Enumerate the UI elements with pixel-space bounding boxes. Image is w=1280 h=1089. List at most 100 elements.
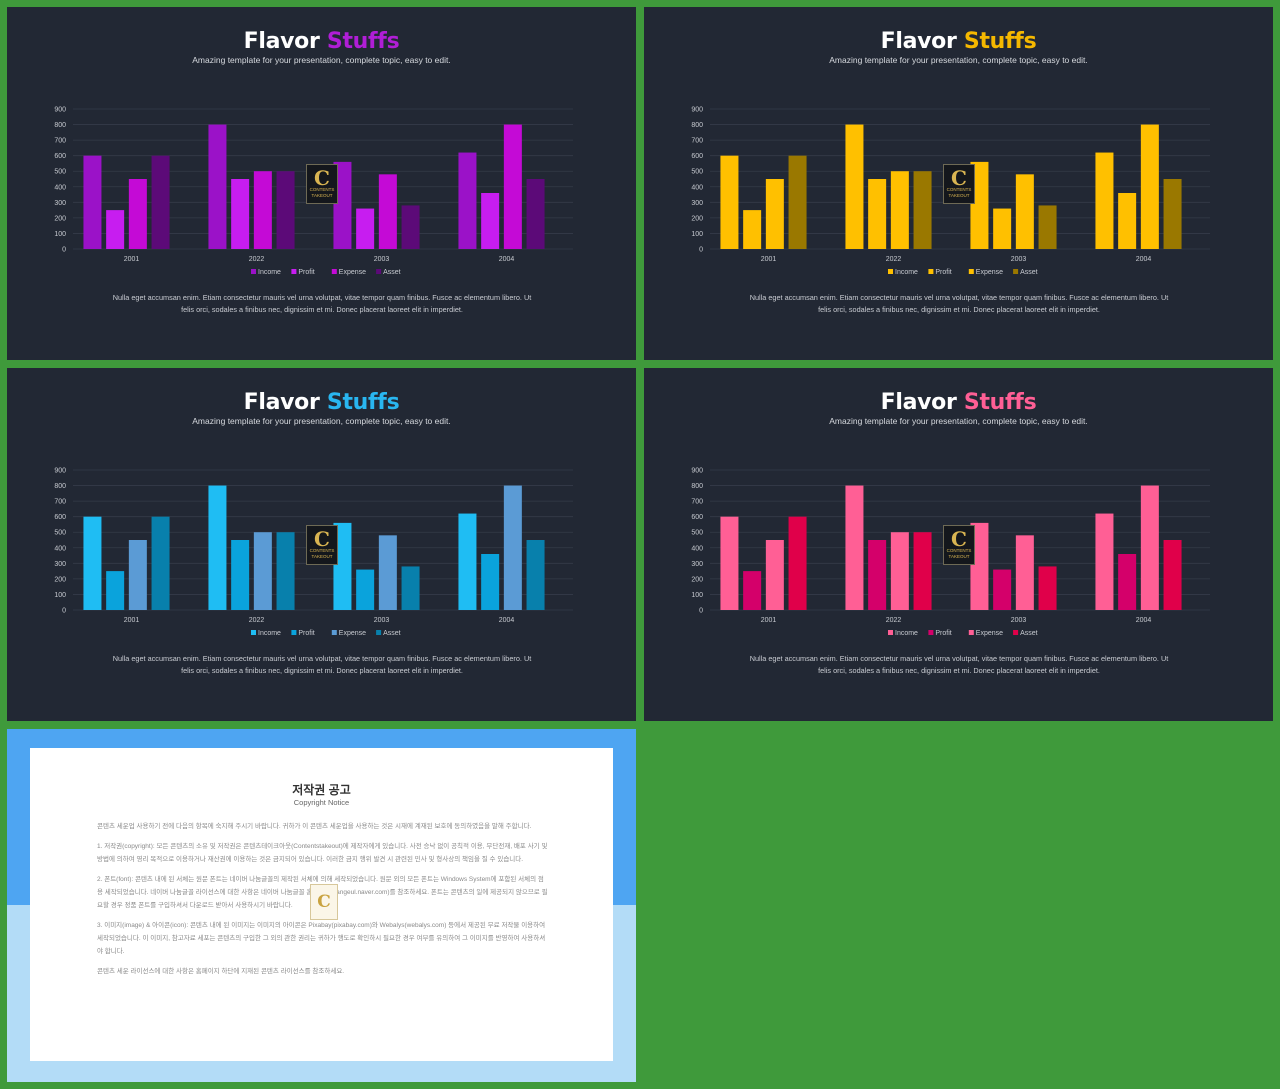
legend-label: Profit <box>935 630 951 637</box>
watermark-logo: C CONTENTS TAKEOUT <box>306 164 338 204</box>
y-tick-label: 500 <box>54 530 66 537</box>
watermark-letter: C <box>951 527 967 551</box>
bar-chart: 0 100 200 300 400 500 600 700 800 900 2001 2022 2003… <box>691 468 1210 637</box>
bar-profit <box>993 569 1012 610</box>
bar-profit <box>231 540 250 610</box>
bar-income <box>720 155 739 249</box>
x-tick-label: 2001 <box>124 256 140 263</box>
bar-profit <box>356 208 375 249</box>
copyright-card: 저작권 공고 Copyright Notice 콘텐츠 세운업 사용하기 전에 … <box>30 748 613 1061</box>
copyright-paragraph: 3. 이미지(image) & 아이콘(icon): 콘텐츠 내에 된 이미지는… <box>97 922 546 955</box>
copyright-paragraph: 콘텐츠 세운업 사용하기 전에 다음의 항목에 숙지해 주시기 바랍니다. 귀하… <box>97 823 532 830</box>
y-tick-label: 700 <box>54 138 66 145</box>
bar-asset <box>1163 540 1182 610</box>
legend-swatch <box>1013 269 1019 274</box>
y-tick-label: 100 <box>54 592 66 599</box>
watermark-letter: C <box>951 166 967 190</box>
y-tick-label: 300 <box>54 561 66 568</box>
bar-expense <box>1140 124 1159 249</box>
y-tick-label: 500 <box>691 169 703 176</box>
bar-asset <box>276 532 295 610</box>
title-main: Flavor <box>880 390 957 415</box>
slide-gold[interactable]: Flavor Stuffs Amazing template for your … <box>644 7 1273 360</box>
legend-label: Profit <box>298 630 314 637</box>
watermark-logo: C CONTENTS TAKEOUT <box>943 525 975 565</box>
y-tick-label: 400 <box>691 545 703 552</box>
y-tick-label: 200 <box>691 215 703 222</box>
slide-blue[interactable]: Flavor Stuffs Amazing template for your … <box>7 368 636 721</box>
y-tick-label: 200 <box>54 576 66 583</box>
x-tick-label: 2004 <box>1136 617 1152 624</box>
bar-income <box>845 124 864 249</box>
legend-swatch <box>251 630 256 635</box>
title-accent: Stuffs <box>326 29 400 54</box>
y-tick-label: 0 <box>699 608 703 615</box>
bar-asset <box>913 532 932 610</box>
slide-description: Nulla eget accumsan enim. Etiam consecte… <box>112 654 532 675</box>
bar-profit <box>1118 554 1137 610</box>
bar-asset <box>1038 205 1057 249</box>
legend-label: Income <box>895 630 918 637</box>
legend-swatch <box>928 630 934 635</box>
bar-expense <box>128 540 147 610</box>
slide-title: Flavor Stuffs <box>7 29 636 54</box>
y-tick-label: 700 <box>54 499 66 506</box>
y-tick-label: 800 <box>54 122 66 129</box>
y-tick-label: 800 <box>691 483 703 490</box>
y-tick-label: 0 <box>699 247 703 254</box>
x-tick-label: 2022 <box>249 617 265 624</box>
bar-expense <box>503 485 522 610</box>
watermark-logo: C CONTENTS TAKEOUT <box>306 525 338 565</box>
slide-subtitle: Amazing template for your presentation, … <box>192 55 451 65</box>
legend-label: Expense <box>976 269 1003 276</box>
watermark-letter: C <box>317 892 331 912</box>
slide-title: Flavor Stuffs <box>644 29 1273 54</box>
legend-swatch <box>376 630 382 635</box>
bar-expense <box>890 532 909 610</box>
watermark-text: CONTENTS TAKEOUT <box>946 548 972 559</box>
y-tick-label: 400 <box>54 184 66 191</box>
y-tick-label: 900 <box>54 107 66 114</box>
slide-description: Nulla eget accumsan enim. Etiam consecte… <box>112 293 532 314</box>
bar-income <box>458 513 477 610</box>
bar-profit <box>868 540 887 610</box>
legend-swatch <box>331 630 337 635</box>
bar-asset <box>151 155 170 249</box>
y-tick-label: 100 <box>691 231 703 238</box>
legend-swatch <box>968 269 974 274</box>
bar-chart: 0 100 200 300 400 500 600 700 800 900 2001 2022 2003… <box>691 107 1210 276</box>
bar-income <box>83 155 102 249</box>
y-tick-label: 300 <box>691 561 703 568</box>
slide-subtitle: Amazing template for your presentation, … <box>829 416 1088 426</box>
bar-profit <box>993 208 1012 249</box>
y-tick-label: 100 <box>691 592 703 599</box>
bar-profit <box>481 554 500 610</box>
y-tick-label: 100 <box>54 231 66 238</box>
title-main: Flavor <box>880 29 957 54</box>
slide-pink[interactable]: Flavor Stuffs Amazing template for your … <box>644 368 1273 721</box>
slide-title: Flavor Stuffs <box>7 390 636 415</box>
watermark-letter: C <box>314 166 330 190</box>
legend-label: Profit <box>298 269 314 276</box>
title-accent: Stuffs <box>326 390 400 415</box>
bar-asset <box>526 540 545 610</box>
y-tick-label: 0 <box>62 608 66 615</box>
bar-expense <box>503 124 522 249</box>
legend-swatch <box>888 630 893 635</box>
title-main: Flavor <box>243 390 320 415</box>
bar-profit <box>106 210 125 249</box>
slide-description: Nulla eget accumsan enim. Etiam consecte… <box>749 654 1169 675</box>
bar-profit <box>868 179 887 249</box>
watermark-logo: C <box>310 884 338 920</box>
legend-label: Asset <box>383 269 401 276</box>
x-tick-label: 2004 <box>1136 256 1152 263</box>
x-tick-label: 2004 <box>499 617 515 624</box>
bar-asset <box>401 566 420 610</box>
legend-label: Asset <box>1020 269 1038 276</box>
copyright-paragraph: 콘텐츠 세운 라이선스에 대한 사항은 홈페이지 하단에 지재된 콘텐츠 라이선… <box>97 968 345 975</box>
bar-expense <box>765 179 784 249</box>
copyright-slide[interactable]: 저작권 공고 Copyright Notice 콘텐츠 세운업 사용하기 전에 … <box>7 729 636 1082</box>
slide-purple[interactable]: Flavor Stuffs Amazing template for your … <box>7 7 636 360</box>
bar-expense <box>1140 485 1159 610</box>
bar-expense <box>765 540 784 610</box>
